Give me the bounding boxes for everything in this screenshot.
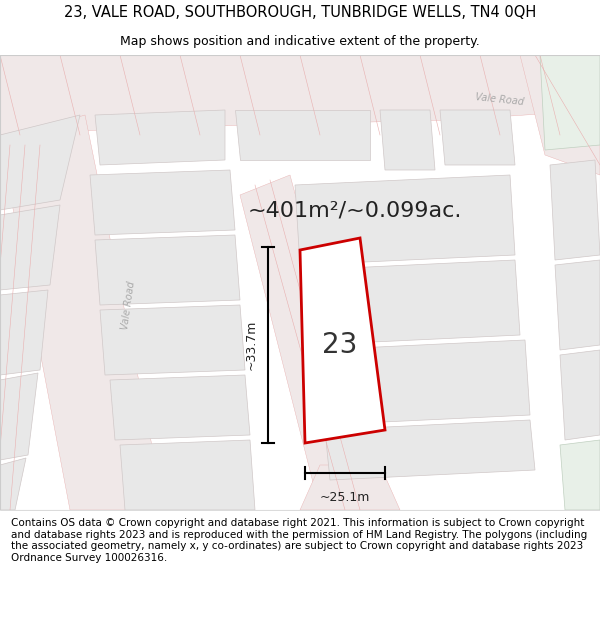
Polygon shape bbox=[100, 305, 245, 375]
Text: 23, VALE ROAD, SOUTHBOROUGH, TUNBRIDGE WELLS, TN4 0QH: 23, VALE ROAD, SOUTHBOROUGH, TUNBRIDGE W… bbox=[64, 4, 536, 19]
Polygon shape bbox=[240, 175, 380, 510]
Text: 23: 23 bbox=[322, 331, 358, 359]
Polygon shape bbox=[300, 465, 400, 510]
Polygon shape bbox=[0, 373, 38, 460]
Polygon shape bbox=[295, 175, 515, 265]
Polygon shape bbox=[95, 110, 225, 165]
Polygon shape bbox=[235, 110, 370, 160]
Text: ~25.1m: ~25.1m bbox=[320, 491, 370, 504]
Polygon shape bbox=[540, 55, 600, 150]
Polygon shape bbox=[380, 110, 435, 170]
Text: Vale Road: Vale Road bbox=[119, 280, 136, 330]
Polygon shape bbox=[90, 170, 235, 235]
Polygon shape bbox=[555, 260, 600, 350]
Text: Map shows position and indicative extent of the property.: Map shows position and indicative extent… bbox=[120, 35, 480, 48]
Polygon shape bbox=[550, 160, 600, 260]
Polygon shape bbox=[300, 238, 385, 443]
Text: Vale Road: Vale Road bbox=[475, 92, 525, 108]
Polygon shape bbox=[0, 115, 165, 510]
Polygon shape bbox=[0, 290, 48, 375]
Polygon shape bbox=[520, 55, 600, 175]
Polygon shape bbox=[0, 205, 60, 290]
Polygon shape bbox=[560, 350, 600, 440]
Polygon shape bbox=[0, 115, 80, 210]
Polygon shape bbox=[110, 375, 250, 440]
Polygon shape bbox=[440, 110, 515, 165]
Polygon shape bbox=[305, 260, 520, 345]
Polygon shape bbox=[560, 440, 600, 510]
Text: ~33.7m: ~33.7m bbox=[245, 320, 258, 370]
Polygon shape bbox=[120, 440, 255, 510]
Polygon shape bbox=[315, 340, 530, 425]
Text: ~401m²/~0.099ac.: ~401m²/~0.099ac. bbox=[248, 200, 462, 220]
Polygon shape bbox=[0, 55, 600, 135]
Polygon shape bbox=[0, 458, 26, 510]
Text: Contains OS data © Crown copyright and database right 2021. This information is : Contains OS data © Crown copyright and d… bbox=[11, 518, 587, 563]
Polygon shape bbox=[95, 235, 240, 305]
Polygon shape bbox=[325, 420, 535, 480]
